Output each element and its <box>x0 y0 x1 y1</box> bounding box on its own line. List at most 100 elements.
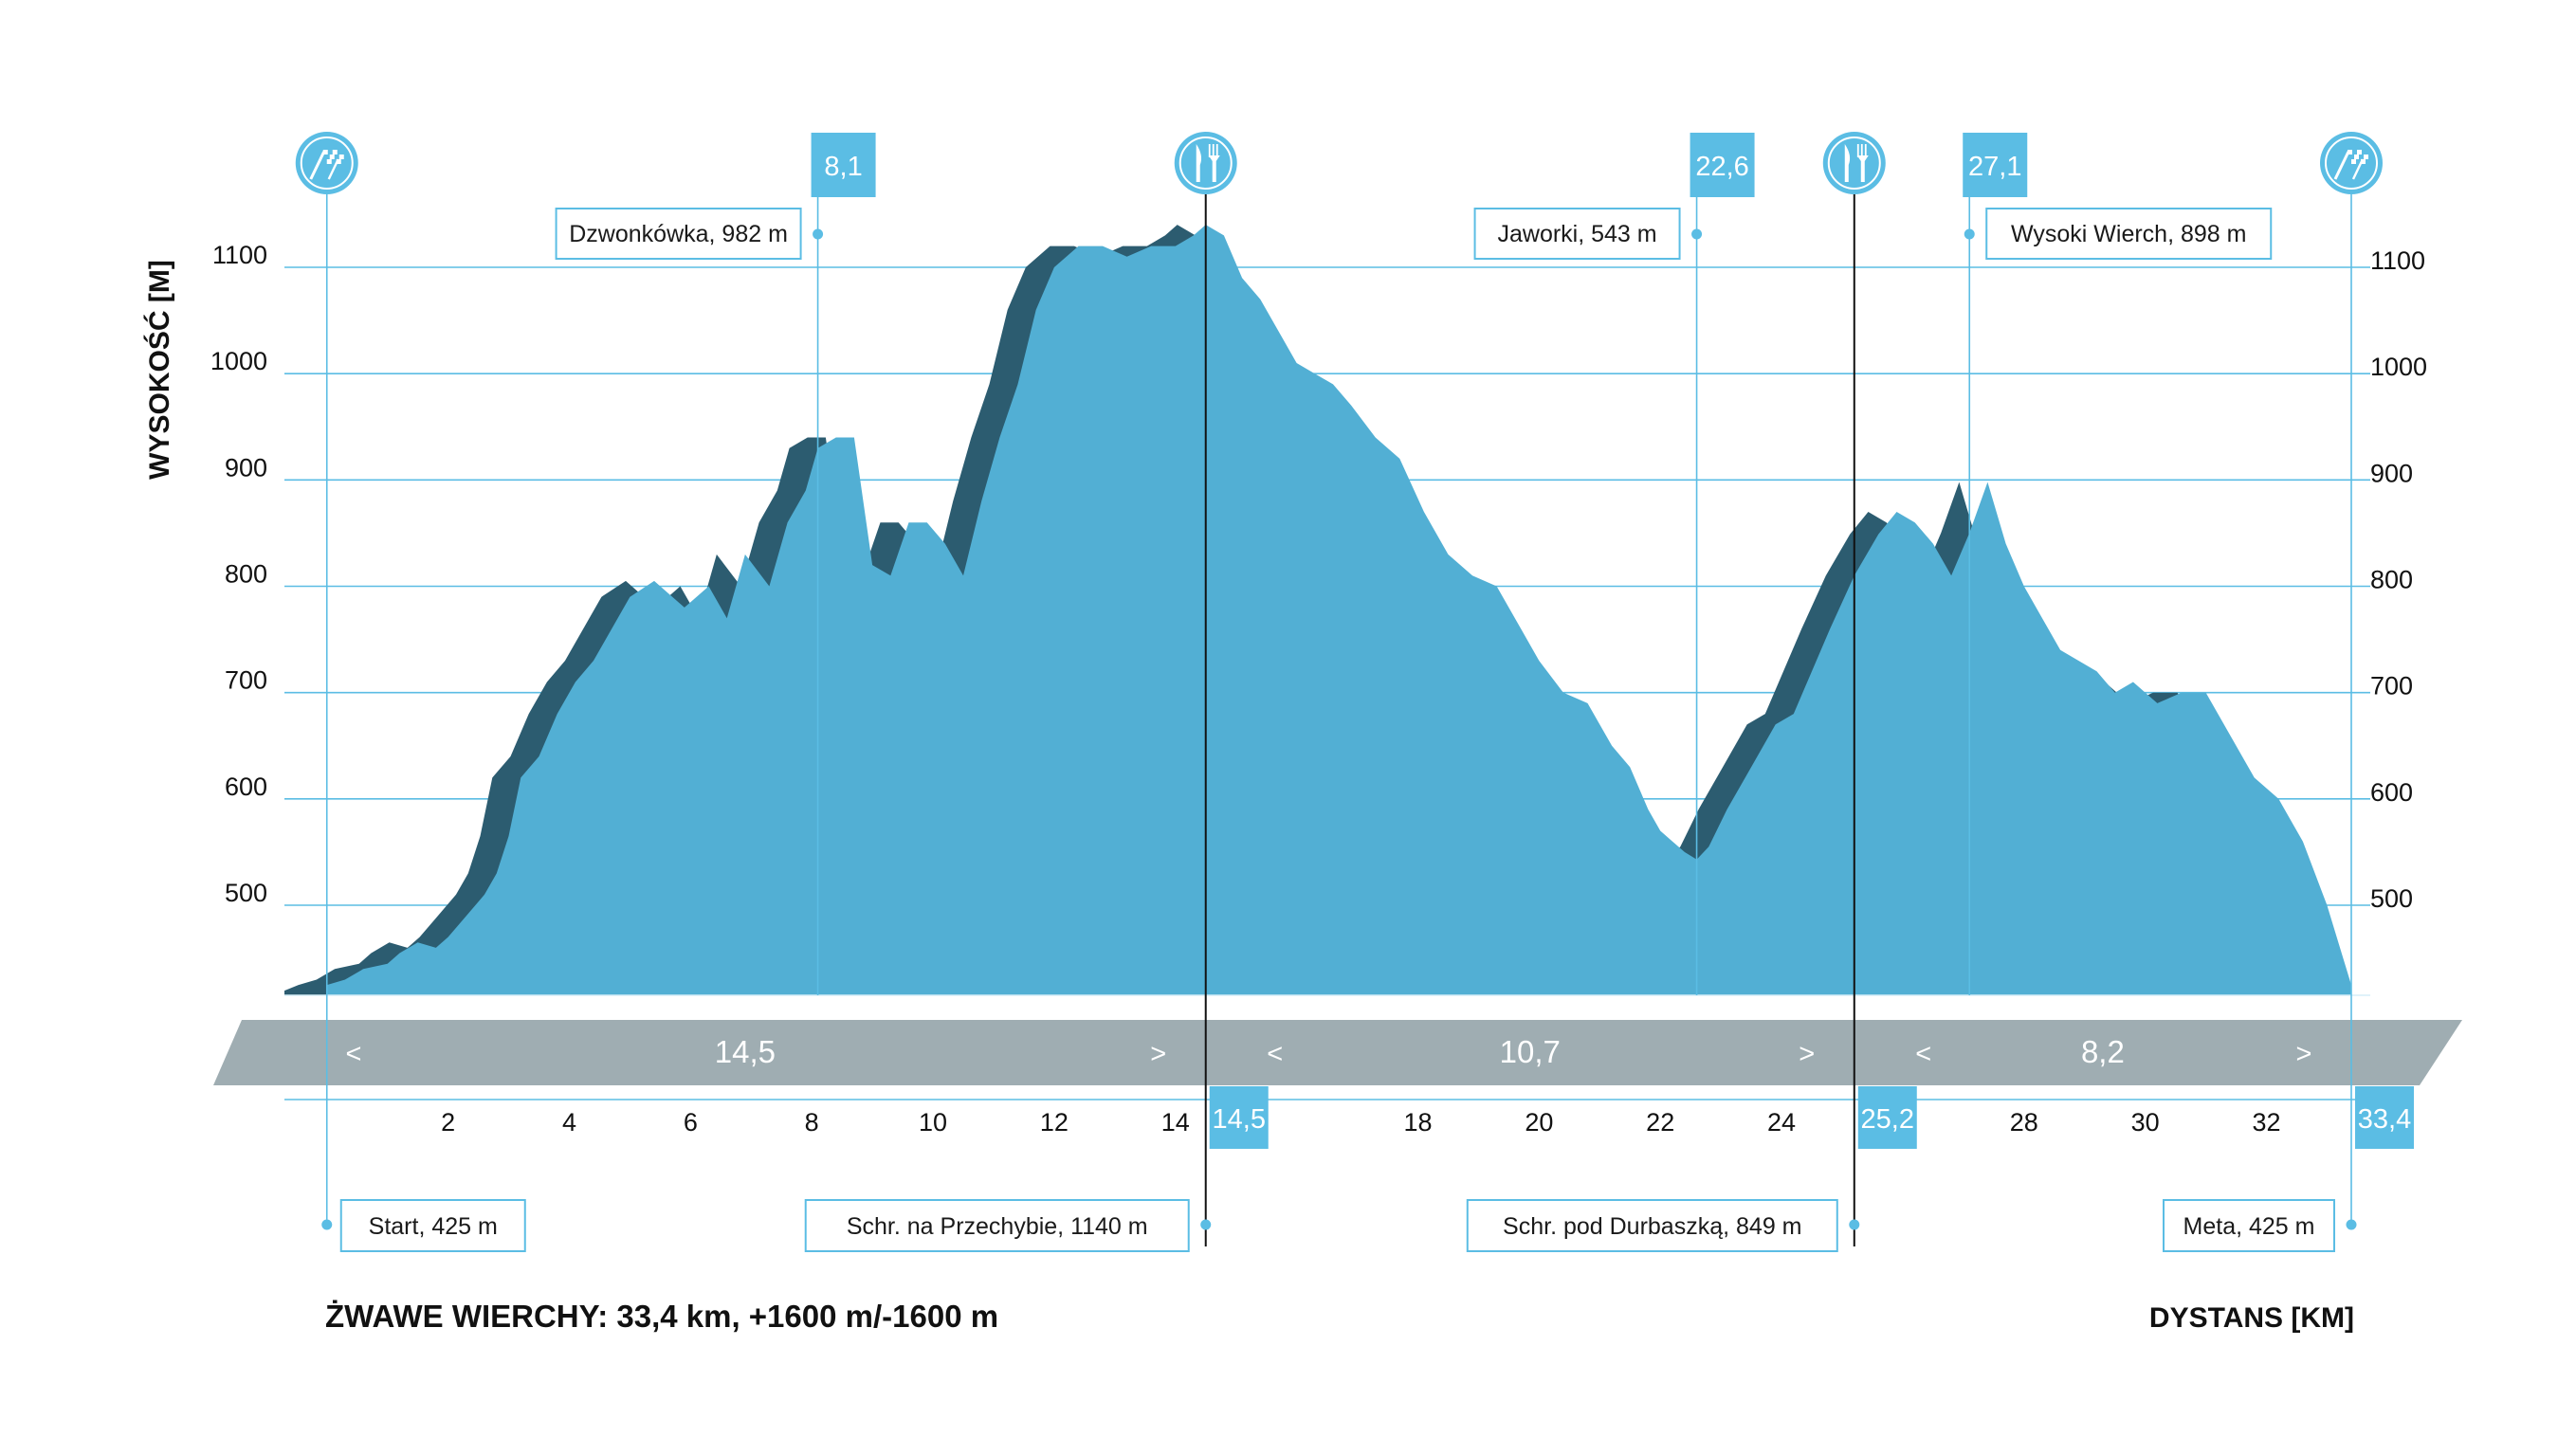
flag-square <box>338 155 344 159</box>
x-tick-label: 30 <box>2131 1108 2160 1137</box>
waypoint-name: Meta, 425 m <box>2183 1213 2315 1240</box>
waypoint-box <box>1473 208 1681 260</box>
y-tick-label-left: 1100 <box>212 241 267 269</box>
km-box <box>1857 1086 1917 1149</box>
flag-square <box>332 150 338 155</box>
flag-square <box>2364 155 2368 159</box>
x-tick-label: 24 <box>1767 1108 1796 1137</box>
x-tick-label: 10 <box>919 1108 947 1137</box>
segment-distance-label: 14,5 <box>715 1034 776 1069</box>
flag-square <box>2348 150 2352 155</box>
waypoint-box <box>1466 1199 1838 1252</box>
x-tick-label: 28 <box>2010 1108 2038 1137</box>
x-axis-ticks: 2 4 6 8 10 12 14 18 20 22 24 28 30 32 <box>441 1108 2280 1137</box>
segment-right-arrow: > <box>2296 1039 2312 1069</box>
waypoint-name: Schr. pod Durbaszką, 849 m <box>1503 1213 1801 1240</box>
y-tick-label-left: 800 <box>225 560 267 589</box>
y-tick-label-left: 1000 <box>210 347 267 375</box>
bottom-waypoint-marker: 25,2 Schr. pod Durbaszką, 849 m <box>1466 1086 1917 1252</box>
bottom-waypoint-marker: 14,5 Schr. na Przechybie, 1140 m <box>804 1086 1269 1252</box>
waypoint-name: Start, 425 m <box>369 1213 498 1240</box>
flag-square <box>322 150 328 155</box>
flag-square <box>2361 159 2366 164</box>
y-tick-label-left: 900 <box>225 453 267 482</box>
segment-left-arrow: < <box>346 1039 362 1069</box>
waypoint-markers: 8,1 Dzwonkówka, 982 m 22,6 Jaworki, 543 m 2 7… <box>295 132 2414 1252</box>
y-axis-title: WYSOKOŚĆ [M] <box>143 260 175 480</box>
marker-dot <box>321 1219 333 1230</box>
y-tick-label-right: 500 <box>2370 884 2413 913</box>
x-tick-label: 6 <box>684 1108 698 1137</box>
x-tick-label: 32 <box>2252 1108 2280 1137</box>
top-waypoint-marker <box>1174 132 1237 1246</box>
x-tick-label: 22 <box>1646 1108 1674 1137</box>
x-tick-label: 4 <box>562 1108 576 1137</box>
y-tick-label-left: 700 <box>225 666 267 695</box>
flag-square <box>2357 150 2362 155</box>
waypoint-box <box>2163 1199 2335 1252</box>
flag-square <box>2351 159 2356 164</box>
waypoint-name: Wysoki Wierch, 898 m <box>2011 221 2246 247</box>
marker-dot <box>1964 228 1975 240</box>
flag-pole-2 <box>327 158 339 180</box>
waypoint-box <box>339 1199 526 1252</box>
marker-dot <box>1200 1219 1212 1230</box>
marker-dot <box>2346 1219 2357 1230</box>
km-label: 8,1 <box>824 152 862 182</box>
waypoint-box <box>555 208 802 260</box>
km-box <box>811 133 876 197</box>
waypoint-name: Jaworki, 543 m <box>1497 221 1656 247</box>
distance-band-bg <box>213 1020 2462 1085</box>
km-box <box>1690 133 1755 197</box>
icon-ring <box>300 136 354 190</box>
flag-pole-2 <box>2351 158 2365 180</box>
y-tick-label-right: 900 <box>2370 459 2413 487</box>
y-tick-label-right: 1100 <box>2370 246 2425 275</box>
knife-shape <box>1196 144 1202 182</box>
km-box <box>2355 1086 2414 1149</box>
icon-bg <box>1174 132 1237 194</box>
marker-dot <box>813 228 824 240</box>
elevation-area <box>326 225 2351 996</box>
marker-dot <box>1691 228 1703 240</box>
top-waypoint-marker: 22,6 Jaworki, 543 m <box>1473 133 1755 995</box>
km-label: 25,2 <box>1861 1104 1914 1135</box>
x-tick-label: 12 <box>1040 1108 1069 1137</box>
fork-handle <box>1208 155 1220 182</box>
knife-shape <box>1844 144 1851 182</box>
km-box <box>1209 1086 1269 1149</box>
segment-right-arrow: > <box>1799 1039 1815 1069</box>
y-tick-label-right: 700 <box>2370 672 2413 700</box>
waypoint-box <box>804 1199 1190 1252</box>
bottom-waypoint-marker: Start, 425 m <box>321 1199 526 1252</box>
y-tick-label-left: 600 <box>225 773 267 801</box>
x-tick-label: 18 <box>1403 1108 1432 1137</box>
flag-square <box>329 155 335 159</box>
segment-distance-label: 8,2 <box>2081 1034 2125 1069</box>
top-waypoint-marker <box>295 132 358 1223</box>
waypoint-box <box>1985 208 2273 260</box>
segment-right-arrow: > <box>1150 1039 1166 1069</box>
icon-ring <box>2325 136 2378 190</box>
y-axis-ticks: 500 500 600 600 700 700 800 800 900 900 1000 1000 11… <box>210 241 2427 913</box>
icon-ring <box>1178 136 1233 190</box>
km-label: 22,6 <box>1695 152 1748 182</box>
flag-square <box>2354 155 2359 159</box>
segment-distance-label: 10,7 <box>1500 1034 1561 1069</box>
top-waypoint-marker <box>2320 132 2383 1223</box>
y-tick-label-right: 800 <box>2370 566 2413 594</box>
fork-handle <box>1856 155 1869 182</box>
marker-dot <box>1849 1219 1860 1230</box>
x-tick-label: 20 <box>1525 1108 1553 1137</box>
flag-square <box>336 159 341 164</box>
segment-left-arrow: < <box>1915 1039 1931 1069</box>
km-box <box>1963 133 2028 197</box>
km-label: 14,5 <box>1213 1104 1266 1135</box>
fork-knife-icon <box>1174 132 1237 194</box>
flag-square <box>326 159 332 164</box>
x-tick-label: 2 <box>441 1108 455 1137</box>
km-label: 33,4 <box>2358 1104 2411 1135</box>
chart-title: ŻWAWE WIERCHY: 33,4 km, +1600 m/-1600 m <box>325 1299 998 1334</box>
waypoint-name: Dzwonkówka, 982 m <box>569 221 788 247</box>
